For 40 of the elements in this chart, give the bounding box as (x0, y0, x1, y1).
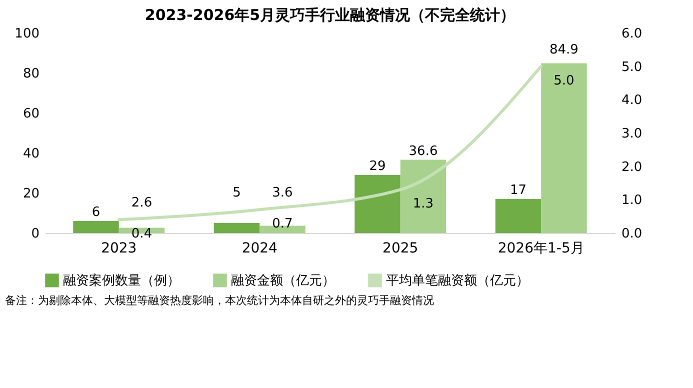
data-label: 5.0 (554, 73, 574, 88)
data-label: 0.7 (272, 216, 293, 232)
text: 备注：为剔除本体、大模型等融资热度影响，本次统计为本体自研之外的灵巧手融资情况 (5, 294, 434, 307)
y2-tick-label: 0.0 (622, 226, 642, 242)
data-label: 84.9 (550, 42, 578, 58)
data-label: 3.6 (272, 186, 293, 201)
y2-tick-label: 3.0 (622, 126, 642, 142)
x-tick-label: 2024 (242, 240, 278, 256)
bar (73, 221, 119, 233)
data-label: 17 (510, 183, 527, 198)
data-label: 29 (369, 159, 386, 174)
bar (541, 63, 587, 233)
legend-label: 融资金额（亿元） (231, 273, 335, 288)
bar (400, 160, 446, 233)
y-tick-label: 0 (31, 226, 40, 242)
data-label: 5 (232, 186, 241, 201)
bar (495, 199, 542, 233)
y2-tick-label: 5.0 (622, 60, 642, 75)
y-tick-label: 60 (22, 106, 40, 122)
data-label: 6 (92, 205, 100, 220)
y2-tick-label: 2.0 (622, 160, 642, 175)
y2-tick-label: 4.0 (622, 93, 642, 108)
y-tick-label: 80 (22, 66, 40, 82)
y-tick-label: 20 (22, 186, 40, 202)
x-tick-label: 2025 (382, 240, 418, 256)
data-label: 1.3 (412, 196, 434, 212)
legend-label: 平均单笔融资额（亿元） (386, 273, 529, 288)
x-tick-label: 2026年1-5月 (498, 240, 584, 256)
y-tick-label: 40 (22, 146, 40, 162)
chart-title: 2023-2026年5月灵巧手行业融资情况（不完全统计） (144, 6, 516, 24)
data-label: 0.4 (131, 226, 152, 242)
bar (214, 223, 260, 233)
legend-label: 融资案例数量（例） (63, 272, 180, 288)
y2-tick-label: 1.0 (622, 193, 642, 208)
data-label: 36.6 (408, 144, 438, 159)
data-label: 2.6 (131, 196, 152, 211)
y-tick-label: 100 (14, 26, 40, 42)
y2-tick-label: 6.0 (622, 26, 642, 42)
bar (354, 175, 400, 233)
x-tick-label: 2023 (101, 240, 137, 256)
